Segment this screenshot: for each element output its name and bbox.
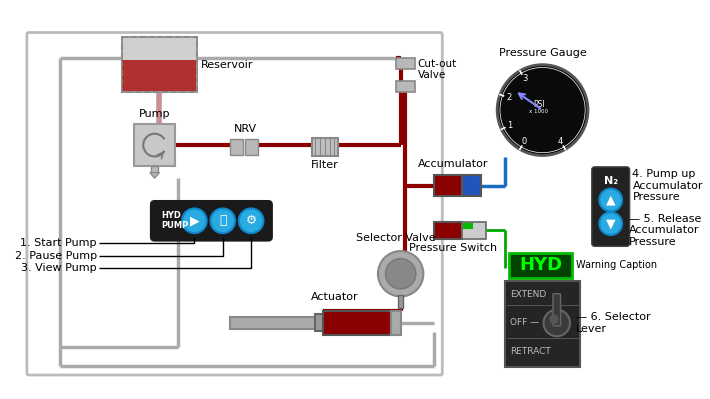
Text: Warning Caption: Warning Caption	[576, 260, 657, 270]
Circle shape	[599, 212, 622, 235]
Text: Pump: Pump	[139, 109, 170, 119]
Text: 2: 2	[506, 93, 511, 102]
Circle shape	[386, 259, 416, 289]
Text: Actuator: Actuator	[310, 292, 359, 302]
Bar	[463, 223, 473, 229]
Bar	[510, 253, 572, 278]
Circle shape	[599, 189, 622, 211]
Circle shape	[378, 251, 423, 296]
Text: — 6. Selector
Lever: — 6. Selector Lever	[576, 312, 650, 334]
Text: ▼: ▼	[606, 217, 616, 230]
Text: — 5. Release
Accumulator
Pressure: — 5. Release Accumulator Pressure	[628, 213, 701, 247]
Text: 1. Start Pump: 1. Start Pump	[21, 237, 97, 247]
Text: Accumulator: Accumulator	[417, 159, 488, 169]
Text: ▶: ▶	[190, 214, 200, 227]
Circle shape	[182, 209, 207, 233]
Bar	[312, 138, 338, 156]
Circle shape	[544, 310, 570, 336]
Text: Pressure Gauge: Pressure Gauge	[498, 48, 586, 58]
Bar	[462, 176, 481, 196]
Text: 4: 4	[558, 137, 563, 146]
Text: NRV: NRV	[234, 124, 257, 134]
Text: 3. View Pump: 3. View Pump	[21, 263, 97, 273]
Text: N₂: N₂	[604, 176, 618, 186]
FancyBboxPatch shape	[27, 32, 442, 375]
Text: Filter: Filter	[311, 160, 339, 170]
Bar	[315, 314, 325, 332]
Bar	[230, 317, 320, 329]
Circle shape	[550, 314, 559, 324]
Bar	[391, 311, 400, 335]
Circle shape	[497, 65, 588, 156]
Text: HYD: HYD	[519, 256, 562, 274]
Text: 3: 3	[522, 75, 528, 83]
Bar	[151, 166, 158, 172]
Text: Reservoir: Reservoir	[201, 60, 253, 70]
Bar	[121, 37, 197, 92]
Text: ⏸: ⏸	[219, 214, 226, 227]
Text: HYD
PUMP: HYD PUMP	[161, 211, 189, 231]
FancyBboxPatch shape	[150, 200, 273, 242]
Text: 2. Pause Pump: 2. Pause Pump	[15, 251, 97, 261]
Bar	[396, 81, 415, 92]
FancyBboxPatch shape	[553, 294, 561, 326]
Text: x 1000: x 1000	[529, 109, 548, 115]
Bar	[434, 176, 462, 196]
Circle shape	[210, 209, 235, 233]
Bar	[323, 311, 394, 335]
Text: 1: 1	[508, 121, 513, 130]
Text: ⚙: ⚙	[246, 214, 257, 227]
Bar	[122, 60, 196, 91]
Text: PSI: PSI	[533, 100, 545, 109]
FancyBboxPatch shape	[591, 167, 630, 246]
Circle shape	[239, 209, 263, 233]
Polygon shape	[150, 172, 159, 178]
Text: EXTEND: EXTEND	[510, 290, 547, 299]
Text: 4. Pump up
Accumulator
Pressure: 4. Pump up Accumulator Pressure	[633, 169, 703, 202]
Bar	[462, 222, 486, 239]
Bar	[133, 124, 175, 166]
Bar	[246, 139, 258, 154]
Text: Selector Valve: Selector Valve	[356, 233, 436, 243]
Text: ▲: ▲	[606, 194, 616, 206]
Text: RETRACT: RETRACT	[510, 347, 551, 356]
Bar	[505, 281, 580, 367]
Text: Pressure Switch: Pressure Switch	[409, 243, 497, 253]
Bar	[230, 139, 243, 154]
Text: OFF —: OFF —	[510, 318, 540, 328]
Text: 0: 0	[522, 137, 528, 146]
Bar	[434, 222, 462, 239]
Bar	[121, 37, 197, 92]
Bar	[398, 294, 403, 308]
Text: Cut-out
Valve: Cut-out Valve	[417, 59, 457, 80]
Bar	[396, 58, 415, 69]
